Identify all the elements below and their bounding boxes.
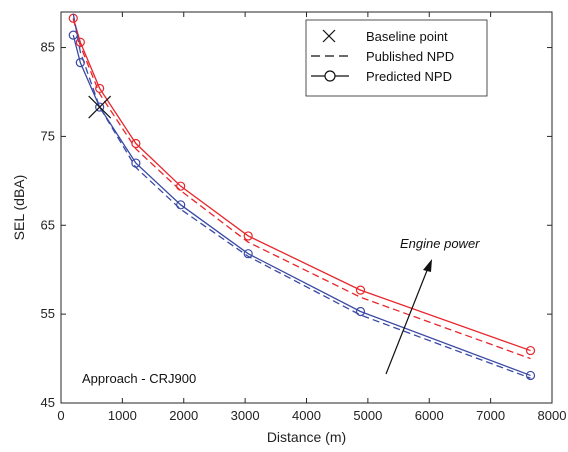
- engine-power-annotation: Engine power: [400, 236, 480, 251]
- arrow-head: [423, 259, 432, 272]
- series-line-high-dashed: [72, 18, 531, 360]
- data-point-low: [355, 306, 366, 317]
- y-tick-label: 65: [41, 217, 55, 232]
- x-tick-label: 6000: [415, 408, 444, 423]
- data-point-low: [525, 370, 536, 381]
- legend-x-icon: [322, 29, 336, 43]
- y-axis-title: SEL (dBA): [11, 175, 27, 241]
- axis-ticks: 0 1000 2000 3000 4000 5000 6000 7000 8000 45 55 65 7…: [41, 12, 567, 423]
- data-point-low: [95, 102, 105, 112]
- series-line-low-solid: [72, 34, 531, 377]
- baseline-point-marker: [88, 95, 112, 119]
- x-tick-label: 5000: [353, 408, 382, 423]
- legend-label: Published NPD: [366, 49, 454, 64]
- y-tick-label: 55: [41, 306, 55, 321]
- legend-label: Predicted NPD: [366, 69, 452, 84]
- y-tick-label: 45: [41, 395, 55, 410]
- x-axis-title: Distance (m): [267, 429, 346, 445]
- x-tick-label: 2000: [169, 408, 198, 423]
- arrow-shaft: [385, 267, 429, 375]
- legend-box: [305, 19, 488, 97]
- data-point-low: [243, 249, 253, 259]
- data-point-low: [68, 30, 78, 40]
- x-tick-label: 4000: [292, 408, 321, 423]
- data-point-high: [525, 345, 536, 356]
- y-tick-label: 85: [41, 40, 55, 55]
- legend: Baseline point Published NPD Predicted NPD: [305, 19, 488, 97]
- chart-marks: [68, 13, 536, 381]
- x-tick-label: 3000: [231, 408, 260, 423]
- series-line-low-dashed: [72, 13, 531, 379]
- approach-annotation: Approach - CRJ900: [82, 371, 196, 386]
- x-tick-label: 0: [57, 408, 64, 423]
- data-point-high: [243, 231, 253, 241]
- data-point-high: [355, 285, 366, 295]
- x-tick-label: 8000: [538, 408, 567, 423]
- legend-circle-icon: [324, 70, 336, 82]
- baseline-point-stroke: [88, 95, 112, 119]
- series-line-high-solid: [72, 18, 531, 352]
- engine-power-arrow: [385, 259, 432, 375]
- legend-label: Baseline point: [366, 29, 448, 44]
- x-tick-label: 7000: [476, 408, 505, 423]
- x-tick-label: 1000: [108, 408, 137, 423]
- y-tick-label: 75: [41, 128, 55, 143]
